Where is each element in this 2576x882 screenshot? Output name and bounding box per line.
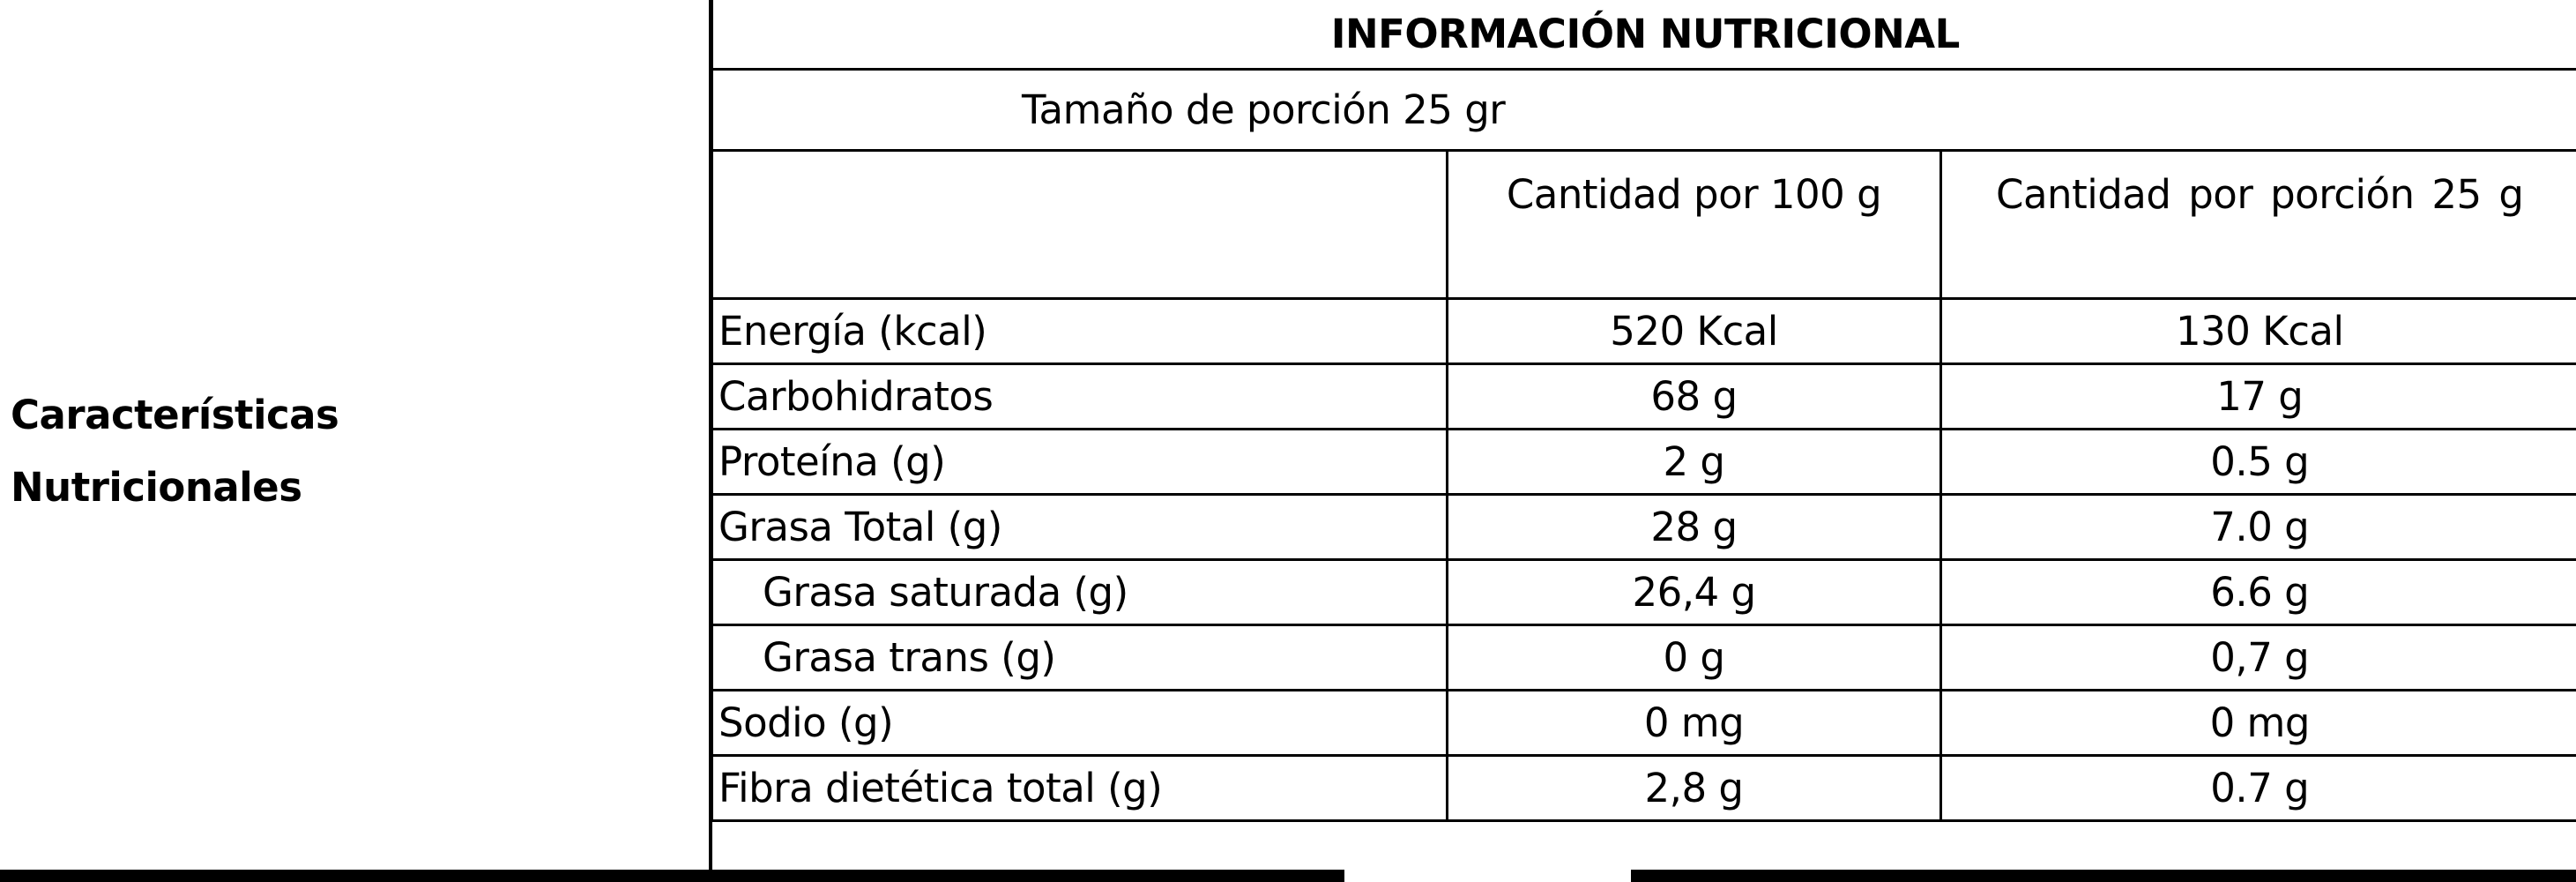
characteristics-label-line2: Nutricionales — [11, 464, 302, 511]
table-row: Energía (kcal) 520 Kcal 130 Kcal — [711, 296, 2576, 365]
value-perportion: 17 g — [1939, 362, 2576, 430]
table-row: Sodio (g) 0 mg 0 mg — [711, 688, 2576, 757]
value-perportion: 0 mg — [1939, 688, 2576, 757]
nutrient-label: Grasa Total (g) — [711, 492, 1448, 561]
table-row: Grasa trans (g) 0 g 0,7 g — [711, 623, 2576, 691]
table-title: INFORMACIÓN NUTRICIONAL — [710, 0, 2576, 71]
table-row: Fibra dietética total (g) 2,8 g 0.7 g — [711, 753, 2576, 822]
table-row: Grasa Total (g) 28 g 7.0 g — [711, 492, 2576, 561]
value-perportion: 7.0 g — [1939, 492, 2576, 561]
table-row: Proteína (g) 2 g 0.5 g — [711, 427, 2576, 496]
nutrient-label: Carbohidratos — [711, 362, 1448, 430]
table-row: Grasa saturada (g) 26,4 g 6.6 g — [711, 557, 2576, 626]
header-perportion: Cantidad por porción 25 g — [1939, 148, 2576, 300]
bottom-rule-right — [1631, 870, 2576, 882]
header-empty-cell — [711, 148, 1448, 300]
value-per100: 2 g — [1446, 427, 1942, 496]
nutrient-label: Grasa trans (g) — [711, 623, 1448, 691]
characteristics-label-line1: Características — [11, 392, 339, 438]
value-per100: 28 g — [1446, 492, 1942, 561]
title-row: INFORMACIÓN NUTRICIONAL — [710, 0, 2576, 71]
table-row: Carbohidratos 68 g 17 g — [711, 362, 2576, 430]
nutrient-label: Fibra dietética total (g) — [711, 753, 1448, 822]
bottom-rule-left — [0, 870, 1344, 882]
nutrient-label: Grasa saturada (g) — [711, 557, 1448, 626]
value-per100: 2,8 g — [1446, 753, 1942, 822]
value-per100: 0 mg — [1446, 688, 1942, 757]
value-per100: 68 g — [1446, 362, 1942, 430]
characteristics-label-cell: Características Nutricionales — [0, 0, 712, 882]
value-per100: 26,4 g — [1446, 557, 1942, 626]
value-per100: 520 Kcal — [1446, 296, 1942, 365]
header-per100: Cantidad por 100 g — [1446, 148, 1942, 300]
value-perportion: 0.5 g — [1939, 427, 2576, 496]
value-per100: 0 g — [1446, 623, 1942, 691]
value-perportion: 0.7 g — [1939, 753, 2576, 822]
value-perportion: 130 Kcal — [1939, 296, 2576, 365]
nutrition-table: INFORMACIÓN NUTRICIONAL Tamaño de porció… — [710, 0, 2576, 822]
nutrient-label: Proteína (g) — [711, 427, 1448, 496]
nutrient-label: Energía (kcal) — [711, 296, 1448, 365]
header-row: Cantidad por 100 g Cantidad por porción … — [711, 148, 2576, 300]
value-perportion: 6.6 g — [1939, 557, 2576, 626]
nutrient-label: Sodio (g) — [711, 688, 1448, 757]
characteristics-label: Características Nutricionales — [11, 379, 339, 524]
serving-row: Tamaño de porción 25 gr — [710, 67, 2576, 152]
value-perportion: 0,7 g — [1939, 623, 2576, 691]
serving-size: Tamaño de porción 25 gr — [710, 67, 2576, 152]
